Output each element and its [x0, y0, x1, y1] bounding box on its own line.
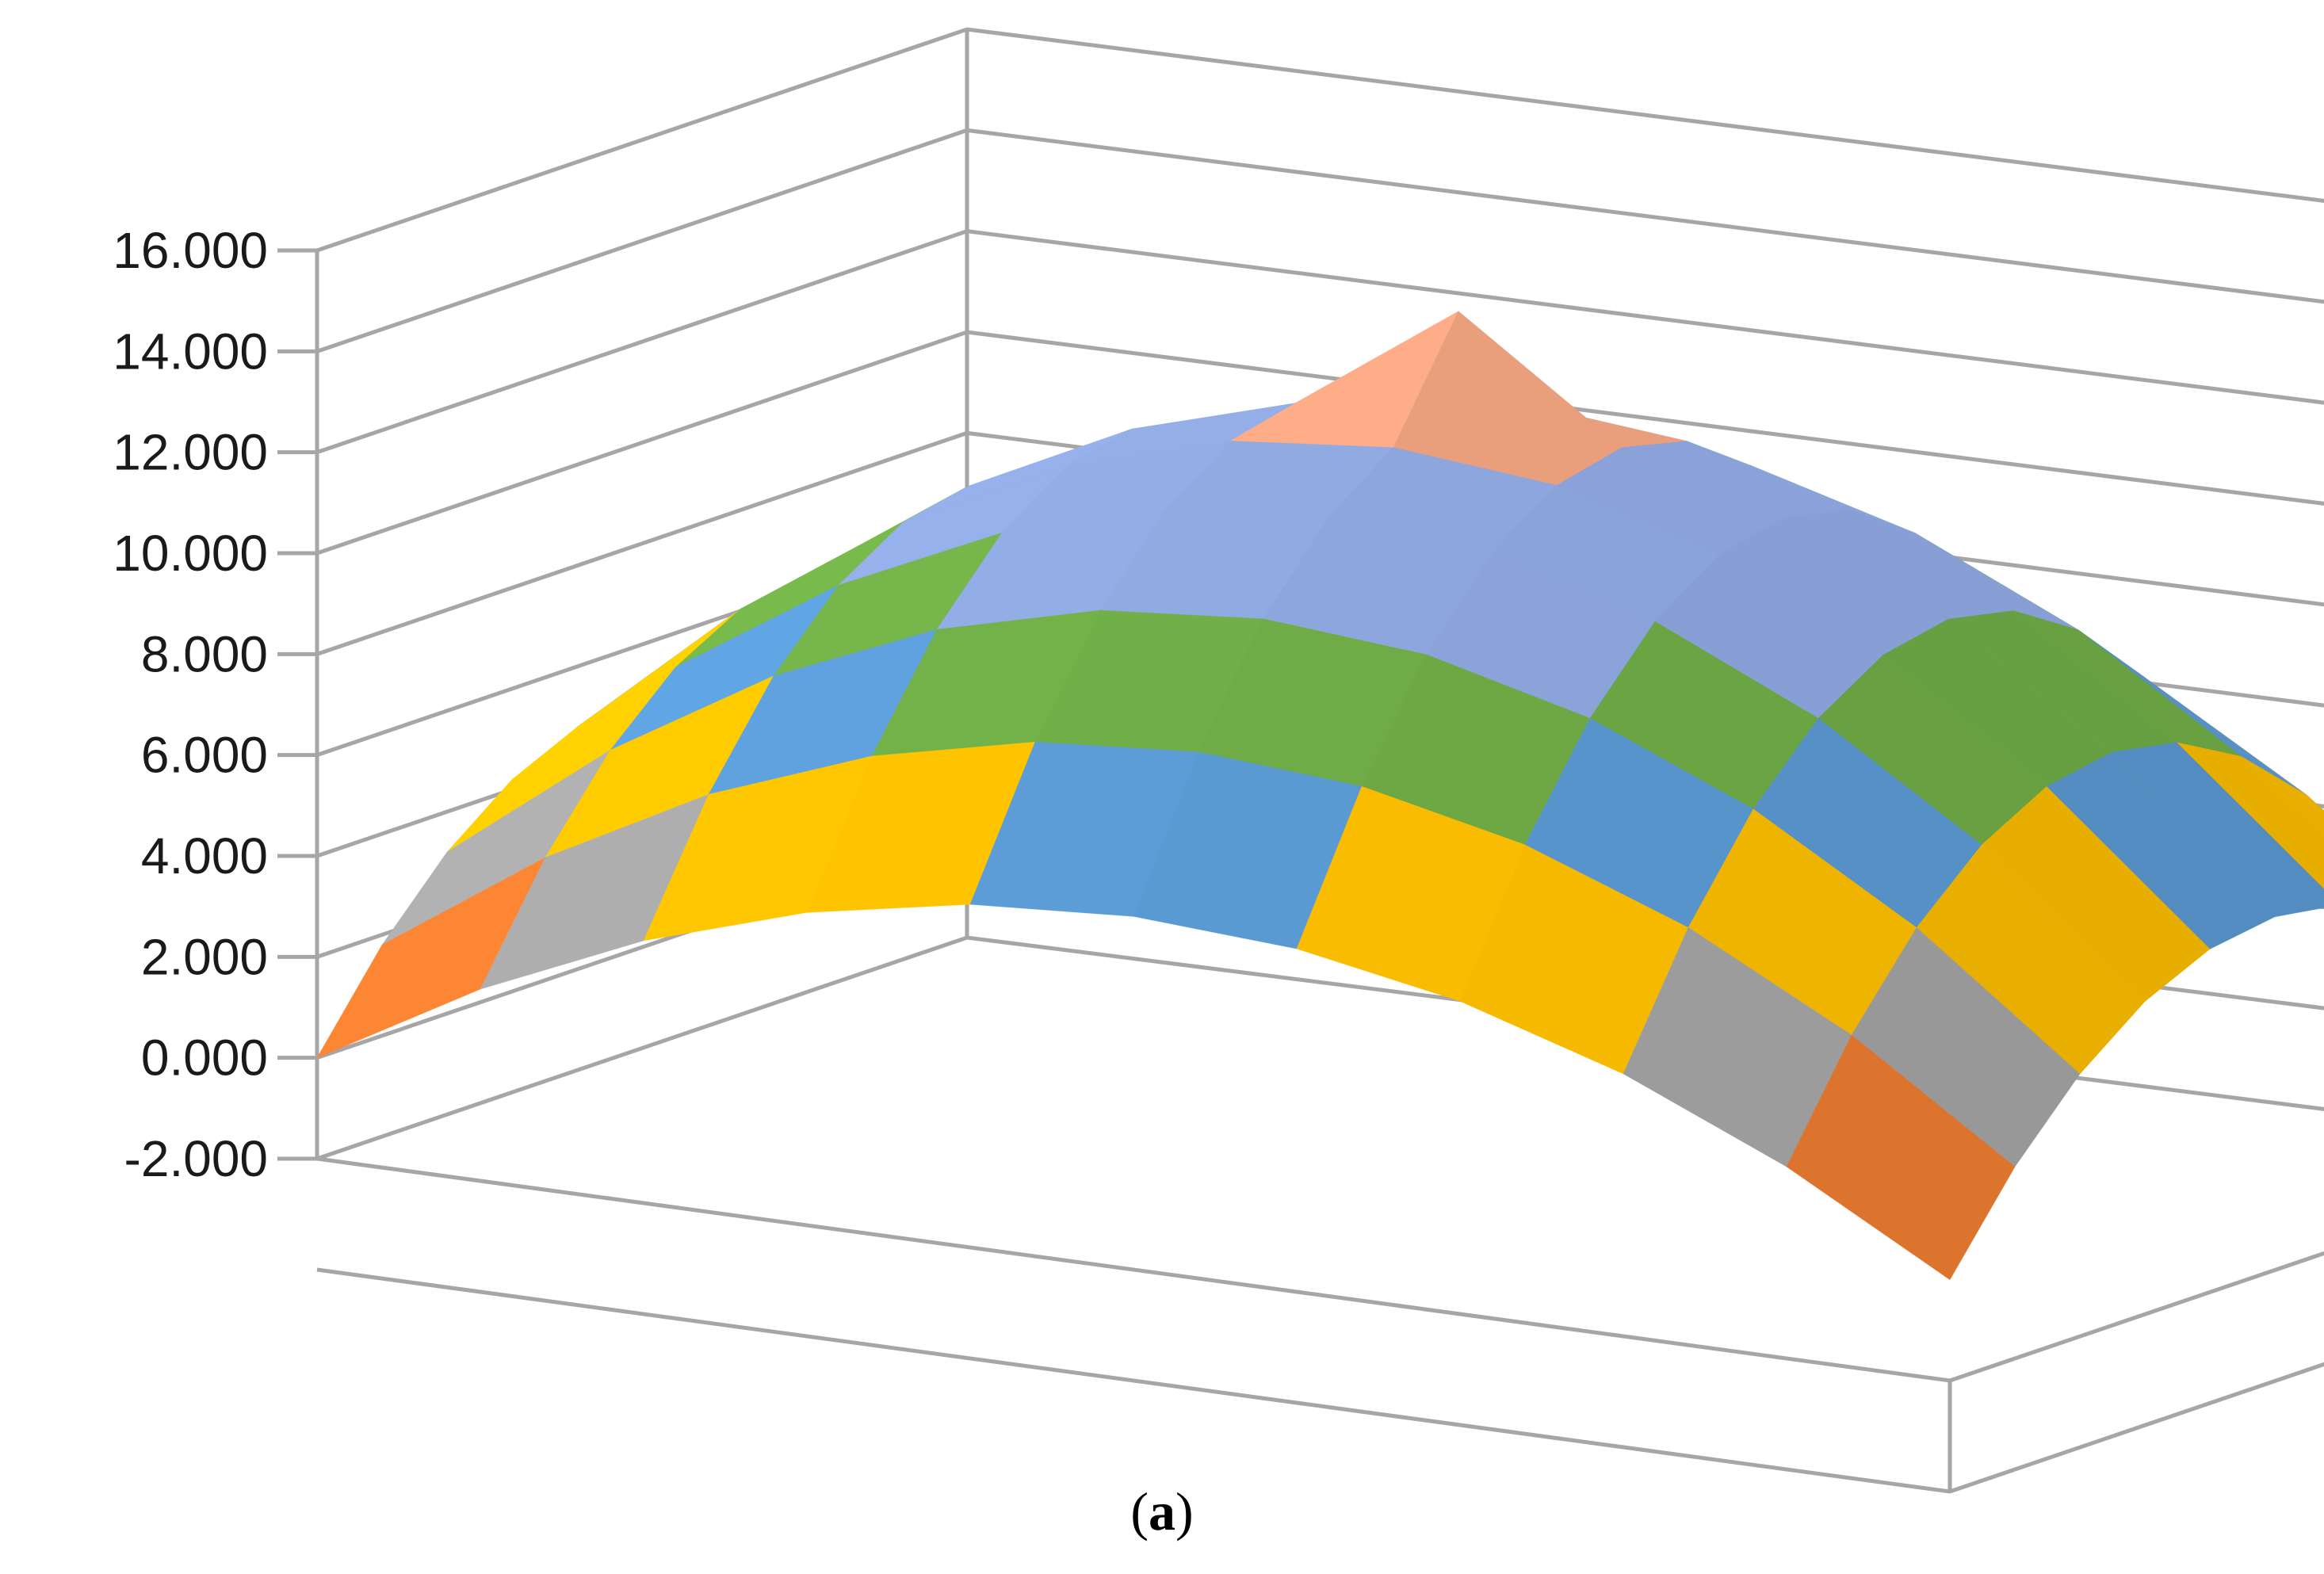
z-gridline — [277, 229, 2324, 455]
z-tick-label: 6.000 — [141, 727, 268, 784]
figure-caption: (a) — [1130, 1481, 1193, 1542]
z-tick-label: -2.000 — [124, 1130, 268, 1187]
floor-frame — [316, 1156, 2324, 1494]
z-axis-tick-labels: -2.000 0.000 2.000 4.000 6.000 8.000 10.000 12.… — [113, 222, 268, 1187]
z-tick-label: 12.000 — [113, 424, 268, 481]
z-gridline — [277, 128, 2324, 353]
z-tick-label: 4.000 — [141, 827, 268, 884]
z-tick-label: 14.000 — [113, 323, 268, 380]
z-gridline — [277, 27, 2324, 253]
surface-plot — [316, 310, 2324, 1281]
z-tick-label: 10.000 — [113, 525, 268, 582]
z-tick-label: 2.000 — [141, 928, 268, 985]
surface-cell — [1786, 1034, 2016, 1281]
z-tick-label: 16.000 — [113, 222, 268, 279]
z-tick-label: 8.000 — [141, 625, 268, 682]
z-gridline — [277, 330, 2324, 556]
floor-edge — [316, 1156, 2324, 1383]
z-tick-label: 0.000 — [141, 1030, 268, 1087]
floor-base-edge — [316, 1267, 2324, 1494]
